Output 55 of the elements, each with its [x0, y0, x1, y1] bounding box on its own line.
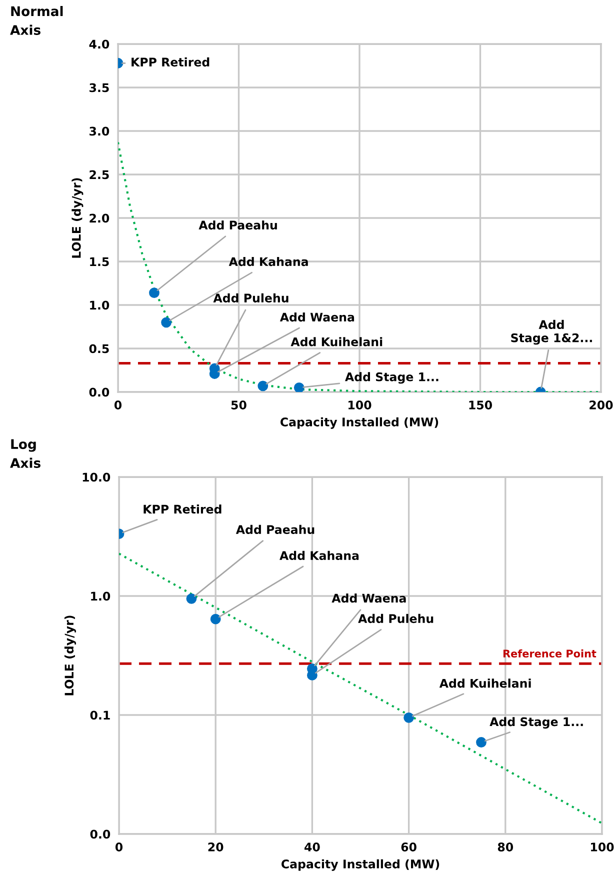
annotation: Add Stage 1... [490, 717, 583, 729]
annotation: Add Kahana [280, 550, 359, 560]
x-tick-label: 100 [348, 400, 372, 410]
annotation: Add Pulehu [213, 293, 288, 302]
y-tick-label: 2.0 [90, 214, 110, 223]
point [404, 712, 414, 723]
annotation: Add Paeahu [236, 524, 314, 534]
annotation: Add Kahana [228, 256, 308, 266]
y-axis-title: LOLE (dy/yr) [72, 178, 84, 258]
ref-line-label: Reference Point [503, 649, 596, 658]
x-tick-label: 50 [231, 400, 246, 410]
point [149, 288, 160, 298]
y-tick-label: 0.0 [89, 388, 110, 397]
y-tick-label: 3.0 [90, 126, 110, 136]
annotation: Add Kuihelani [290, 337, 382, 346]
x-tick-label: 0 [115, 842, 123, 852]
annotation: Add Paeahu [198, 220, 277, 230]
x-tick-label: 40 [304, 842, 320, 852]
x-axis-title: Capacity Installed (MW) [281, 859, 440, 871]
point [210, 614, 221, 624]
y-tick-label: 1.5 [90, 257, 109, 266]
annotation: KPP Retired [132, 57, 210, 67]
point [258, 380, 268, 392]
annotation: Add Stage 1&2... [511, 320, 592, 345]
chart-title: Log Axis [10, 439, 40, 468]
x-tick-label: 20 [208, 842, 224, 852]
x-tick-label: 200 [590, 400, 613, 410]
y-tick-label: 1.0 [91, 592, 110, 601]
point [476, 737, 486, 748]
x-axis-title: Capacity Installed (MW) [280, 417, 438, 429]
annotation: Add Waena [280, 312, 354, 322]
x-tick-label: 80 [498, 842, 514, 852]
annotation: Add Kuihelani [439, 678, 531, 688]
x-tick-label: 0 [114, 400, 122, 410]
annotation: Add Waena [332, 594, 406, 603]
x-tick-label: 150 [469, 400, 492, 410]
point [186, 593, 197, 604]
y-tick-label: 3.5 [90, 83, 109, 92]
y-tick-label: 0.1 [90, 710, 110, 720]
y-tick-label: 4.0 [89, 40, 110, 49]
y-tick-label: 10.0 [82, 472, 110, 482]
point [294, 382, 304, 392]
chart-title: Normal Axis [10, 6, 63, 35]
y-tick-label: 2.5 [90, 170, 109, 180]
annotation: KPP Retired [144, 504, 222, 514]
line-series [119, 552, 602, 824]
y-tick-label: 0.5 [89, 344, 109, 354]
y-tick-label: 0.0 [90, 830, 110, 839]
point [161, 317, 172, 328]
annotation: Add Pulehu [358, 614, 434, 624]
x-tick-label: 100 [591, 842, 614, 852]
y-tick-label: 1.0 [90, 300, 110, 310]
y-axis-title: LOLE (dy/yr) [64, 616, 76, 696]
x-tick-label: 60 [401, 842, 416, 852]
annotation: Add Stage 1... [345, 372, 438, 384]
